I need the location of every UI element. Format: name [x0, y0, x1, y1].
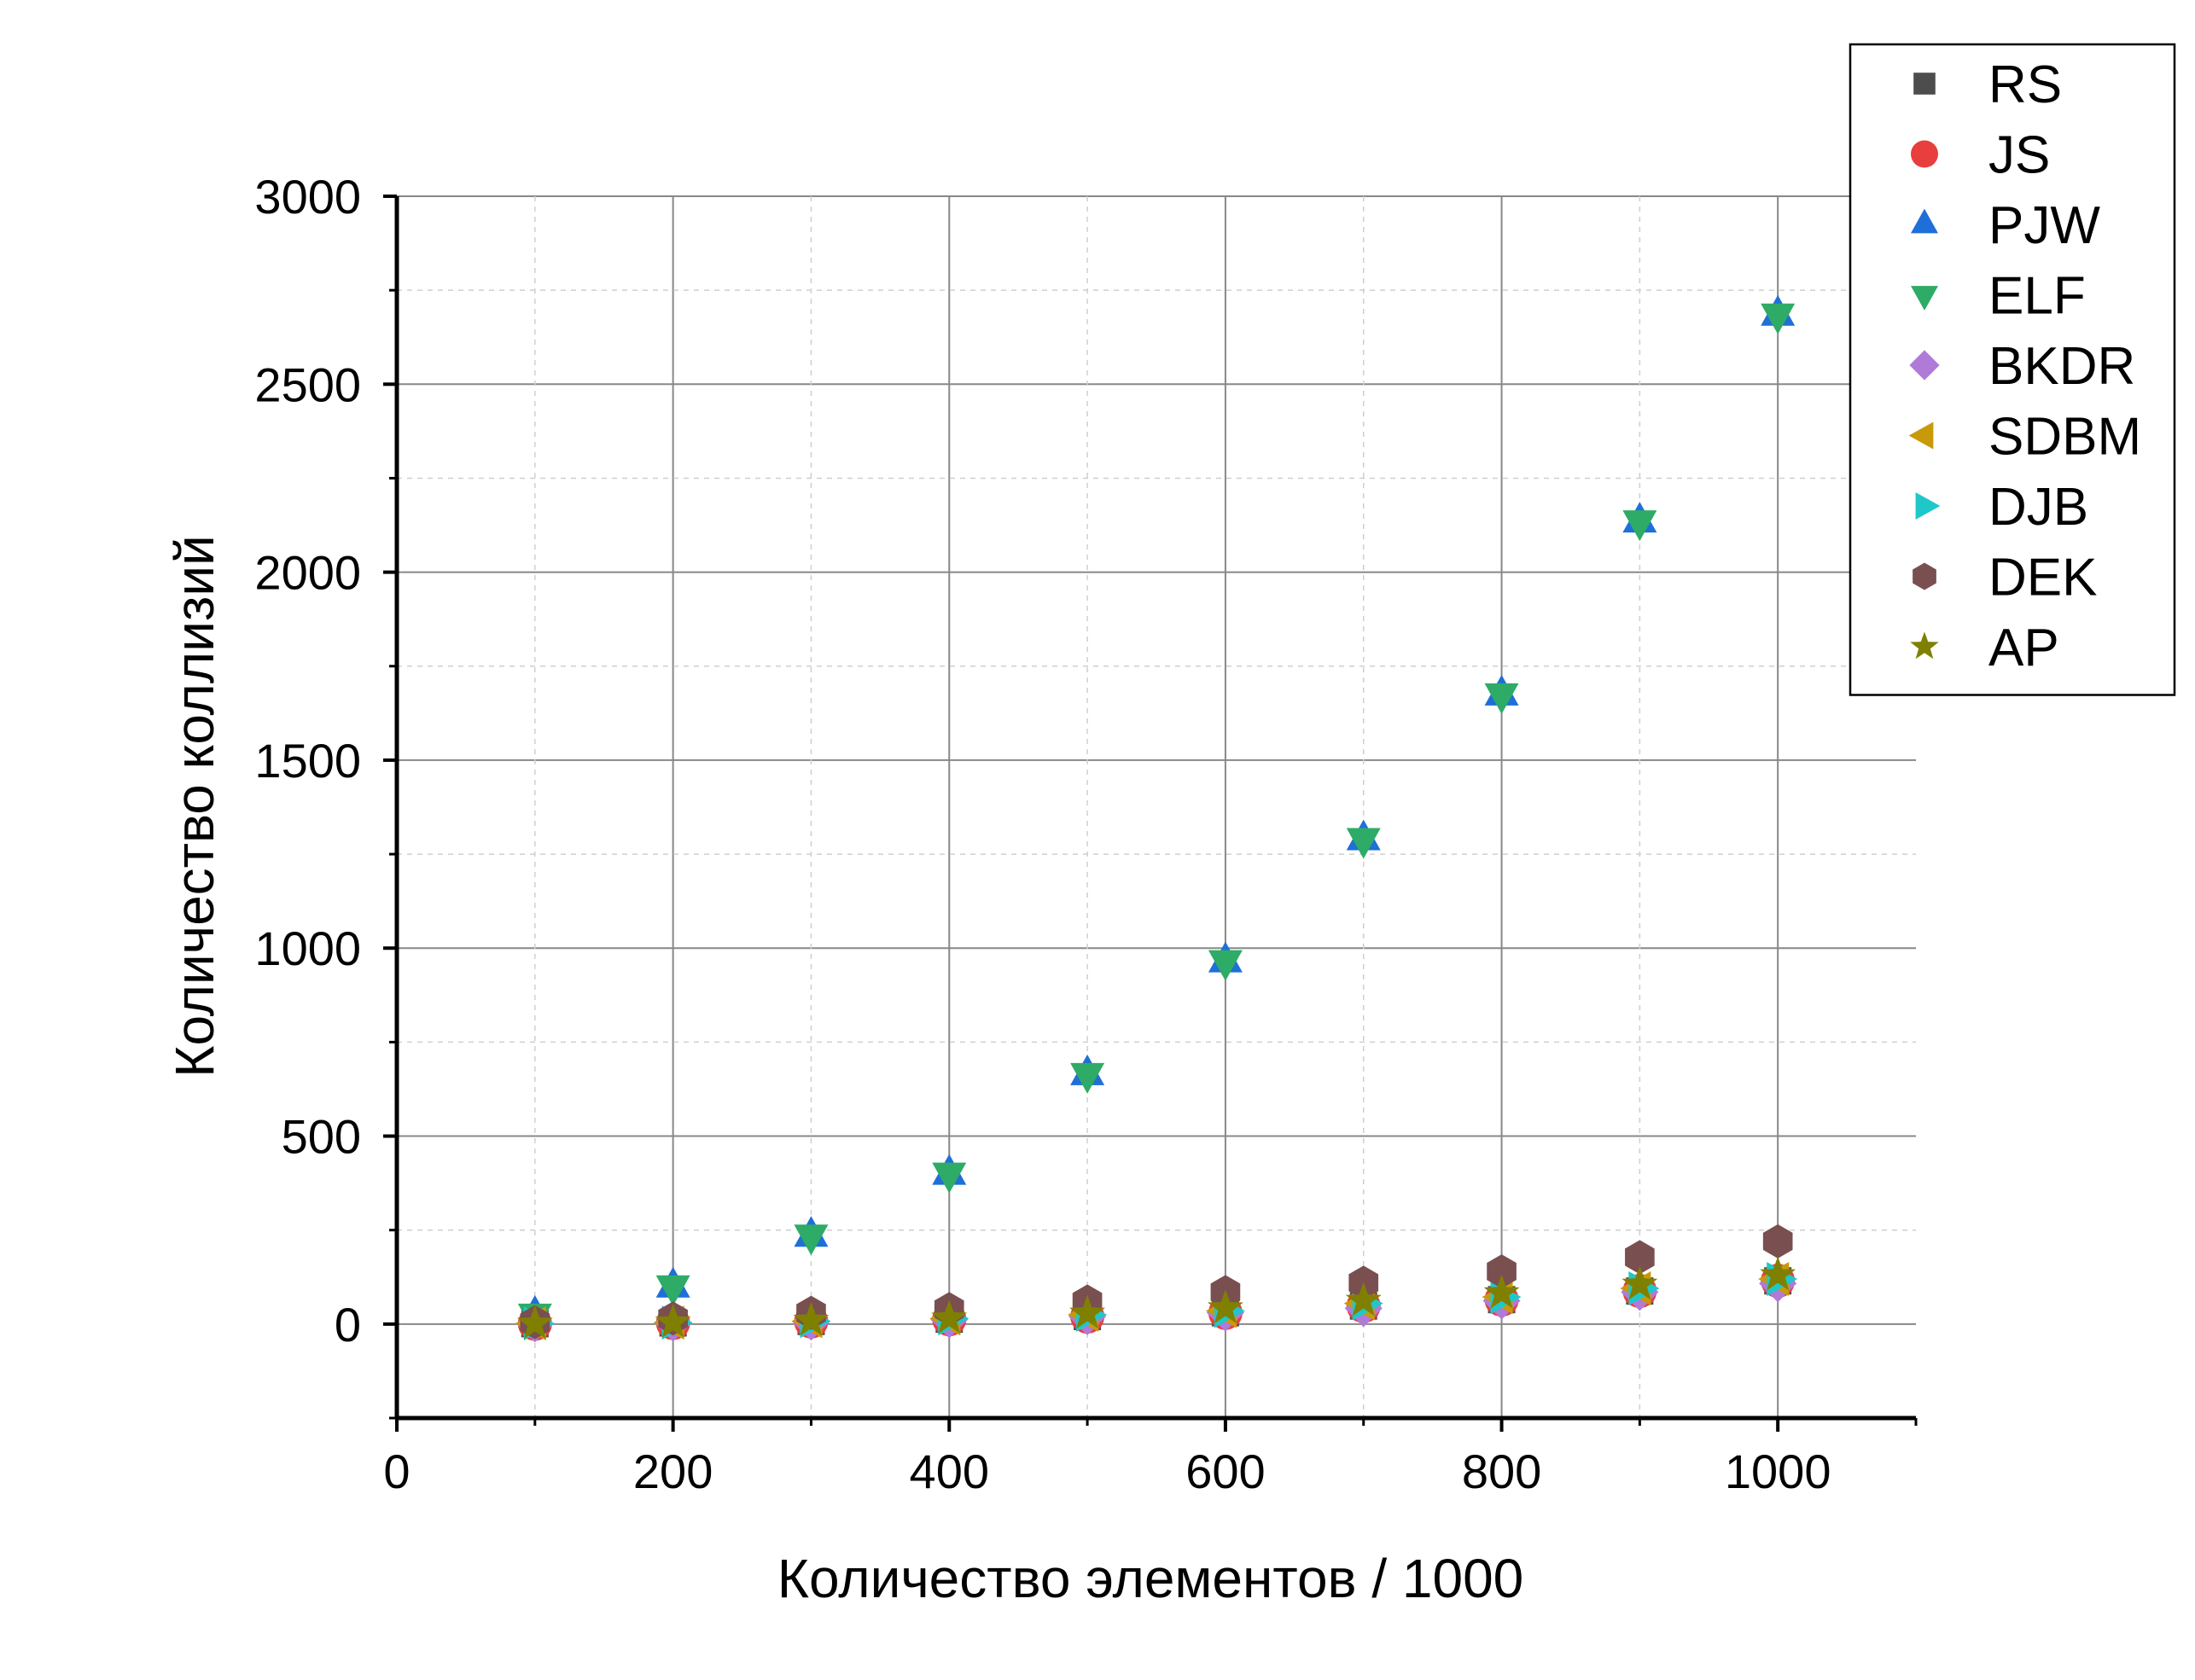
- legend: RS JS PJW ELF BKDR SDBM DJB DEK AP: [1849, 43, 2176, 696]
- series-ap: [516, 1256, 1796, 1340]
- legend-label-djb: DJB: [1988, 478, 2088, 537]
- legend-label-elf: ELF: [1988, 267, 2086, 326]
- point-ap: [655, 1304, 691, 1338]
- point-ap: [1345, 1282, 1382, 1317]
- point-elf: [1070, 1062, 1105, 1094]
- legend-marker-dek: [1913, 562, 1936, 590]
- legend-marker-ap: [1910, 631, 1939, 660]
- legend-label-sdbm: SDBM: [1988, 408, 2141, 467]
- legend-marker-js: [1911, 140, 1938, 168]
- legend-label-pjw: PJW: [1988, 196, 2100, 255]
- legend-box: [1849, 43, 2176, 696]
- point-ap: [1483, 1274, 1520, 1309]
- grid: [397, 195, 1916, 1419]
- point-dek: [1762, 1224, 1793, 1259]
- point-elf: [932, 1162, 967, 1194]
- y-tick-label: 3000: [254, 170, 361, 224]
- point-elf: [655, 1275, 690, 1306]
- y-tick-label: 2500: [254, 358, 361, 411]
- legend-marker-bkdr: [1909, 350, 1940, 381]
- x-axis-label: Количество элементов / 1000: [777, 1548, 1524, 1609]
- series-dek: [520, 1224, 1793, 1340]
- legend-marker-pjw: [1911, 208, 1938, 234]
- point-ap: [793, 1301, 830, 1336]
- y-tick-label: 2000: [254, 546, 361, 600]
- x-tick-label: 0: [383, 1445, 410, 1498]
- y-tick-label: 1500: [254, 734, 361, 788]
- point-ap: [1069, 1294, 1106, 1329]
- series-js: [517, 1264, 1796, 1341]
- legend-label-js: JS: [1988, 126, 2050, 185]
- x-tick-label: 600: [1185, 1445, 1265, 1498]
- x-tick-label: 800: [1462, 1445, 1541, 1498]
- legend-marker-djb: [1915, 492, 1941, 520]
- point-elf: [1208, 950, 1243, 981]
- legend-marker-sdbm: [1908, 421, 1934, 450]
- y-axis-label: Количество коллизий: [164, 535, 225, 1078]
- y-tick-label: 500: [282, 1110, 361, 1164]
- point-elf: [1346, 828, 1381, 859]
- point-ap: [931, 1299, 968, 1334]
- legend-label-ap: AP: [1988, 619, 2059, 677]
- y-tick-label: 1000: [254, 921, 361, 975]
- point-ap: [1207, 1289, 1243, 1324]
- x-tick-label: 400: [910, 1445, 989, 1498]
- point-elf: [1622, 510, 1657, 542]
- legend-label-rs: RS: [1988, 55, 2062, 114]
- series-pjw: [517, 294, 1796, 1326]
- point-elf: [1761, 303, 1796, 334]
- point-ap: [516, 1305, 553, 1340]
- point-elf: [794, 1224, 829, 1256]
- axes: [383, 195, 1918, 1432]
- legend-marker-elf: [1911, 286, 1938, 311]
- series-rs: [521, 1267, 1792, 1338]
- y-tick-label: 0: [335, 1298, 361, 1352]
- series-sdbm: [515, 1261, 1790, 1340]
- series-elf: [517, 303, 1796, 1334]
- series-djb: [523, 1261, 1798, 1340]
- x-tick-label: 200: [633, 1445, 713, 1498]
- tick-labels: 0 200 400 600 800 1000 0 500 1000 1500 2000 2500 300…: [254, 170, 1831, 1498]
- legend-label-bkdr: BKDR: [1988, 337, 2135, 396]
- point-dek: [1487, 1254, 1517, 1289]
- point-ap: [1622, 1265, 1658, 1300]
- point-elf: [1484, 683, 1519, 714]
- series-bkdr: [515, 1264, 1797, 1343]
- x-tick-label: 1000: [1725, 1445, 1831, 1498]
- data-points: [515, 294, 1798, 1343]
- legend-marker-rs: [1913, 73, 1936, 95]
- legend-label-dek: DEK: [1988, 549, 2097, 607]
- point-ap: [1760, 1256, 1796, 1291]
- point-dek: [1625, 1240, 1655, 1275]
